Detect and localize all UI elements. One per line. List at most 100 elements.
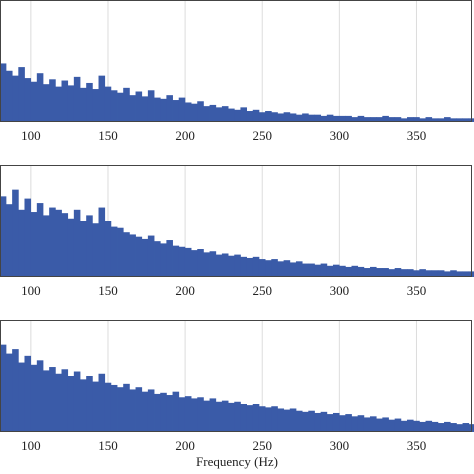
spectrum-bar	[98, 373, 106, 432]
spectrum-bar	[73, 209, 81, 277]
spectrum-bar	[12, 349, 19, 432]
spectrum-bar	[437, 118, 445, 122]
spectrum-bar	[283, 409, 291, 432]
x-tick-label: 200	[175, 128, 195, 143]
spectrum-bar	[419, 118, 426, 122]
spectrum-bar	[191, 398, 198, 432]
spectrum-bar	[450, 270, 457, 277]
spectrum-bar	[289, 113, 297, 122]
x-tick-label: 100	[21, 128, 41, 143]
spectrum-bar	[425, 420, 433, 432]
x-tick-label: 250	[252, 438, 272, 453]
spectrum-bar	[271, 406, 278, 432]
spectrum-bar	[400, 118, 408, 122]
spectrum-bar	[450, 118, 457, 122]
spectrum-bar	[376, 268, 383, 277]
spectrum-bar	[308, 263, 315, 277]
spectrum-bar	[302, 411, 309, 432]
spectrum-bar	[203, 252, 210, 277]
spectrum-bar	[215, 107, 223, 122]
spectrum-bar	[67, 376, 75, 432]
spectrum-bar	[42, 370, 50, 432]
spectrum-bar	[147, 235, 155, 277]
spectrum-bar	[110, 90, 118, 122]
spectrum-bar	[258, 406, 266, 432]
spectrum-bar	[160, 98, 167, 122]
spectrum-bar	[326, 414, 334, 432]
spectrum-bar	[357, 115, 365, 122]
spectrum-bar	[141, 238, 149, 277]
spectrum-bar	[61, 213, 69, 277]
spectrum-bar	[289, 408, 297, 432]
spectrum-bar	[332, 264, 340, 277]
spectrum-bar	[388, 419, 396, 432]
spectrum-bar	[413, 270, 420, 277]
spectrum-bar	[431, 270, 439, 277]
plot-frame	[0, 165, 472, 277]
spectrum-bar	[407, 419, 414, 432]
spectrum-bar	[308, 410, 315, 432]
spectrum-bar	[462, 423, 470, 432]
spectrum-bar	[55, 373, 62, 432]
spectrum-bar	[172, 391, 180, 432]
spectrum-bar	[221, 106, 229, 122]
spectrum-bar	[154, 393, 161, 432]
spectrum-bar	[209, 398, 217, 432]
spectrum-bar	[80, 221, 87, 277]
spectrum-bar	[382, 115, 389, 122]
spectrum-bar	[141, 96, 149, 122]
spectrum-bar	[129, 389, 136, 432]
spectrum-bar	[277, 261, 285, 277]
spectrum-bar	[363, 268, 371, 277]
spectrum-bar	[191, 103, 198, 122]
spectrum-bar	[73, 371, 81, 432]
x-axis-label: Frequency (Hz)	[196, 454, 278, 469]
spectrum-bar	[184, 396, 192, 432]
spectrum-bar	[12, 75, 19, 122]
spectrum-bar	[265, 111, 272, 122]
spectrum-bar	[425, 270, 433, 277]
spectrum-bar	[98, 207, 106, 277]
x-tick-label: 150	[98, 128, 118, 143]
spectrum-bar	[351, 117, 359, 122]
spectrum-bar	[345, 266, 352, 277]
spectrum-bar	[228, 255, 235, 277]
spectrum-bar	[49, 367, 56, 432]
spectrum-bar	[197, 397, 204, 432]
spectrum-bar	[154, 97, 161, 122]
spectrum-bar	[166, 240, 173, 277]
spectrum-bar	[197, 101, 204, 122]
spectrum-bar	[154, 241, 161, 277]
x-tick-label: 250	[252, 128, 272, 143]
spectrum-bar	[30, 212, 38, 277]
spectrum-bar	[419, 269, 426, 277]
spectrum-bar	[369, 117, 377, 122]
spectrum-bar	[92, 89, 99, 122]
spectrum-bar	[215, 401, 223, 432]
spectrum-bar	[456, 118, 463, 122]
spectrum-bar	[332, 412, 340, 432]
spectrum-bar	[339, 115, 346, 122]
spectrum-bar	[203, 106, 210, 122]
spectrum-bar	[36, 73, 44, 122]
spectrum-bar	[197, 249, 204, 277]
spectrum-bar	[246, 257, 254, 277]
spectrum-bar	[160, 392, 167, 432]
spectrum-bar	[357, 266, 365, 277]
spectrum-bar	[295, 261, 303, 277]
spectrum-bar	[234, 401, 241, 432]
spectrum-bar	[413, 420, 420, 432]
spectrum-bar	[369, 416, 377, 432]
spectrum-bar	[228, 402, 235, 432]
spectrum-bar	[400, 420, 408, 432]
spectrum-bar	[0, 196, 7, 277]
spectrum-bar	[184, 247, 192, 277]
spectrum-bar	[80, 87, 87, 122]
spectrum-bar	[49, 79, 56, 122]
spectrum-bar	[240, 107, 247, 122]
spectrum-bar	[240, 404, 247, 432]
spectrum-bar	[92, 381, 99, 432]
spectrum-bar	[277, 408, 285, 432]
spectrum-bar	[271, 112, 278, 122]
spectrum-bar	[289, 262, 297, 277]
